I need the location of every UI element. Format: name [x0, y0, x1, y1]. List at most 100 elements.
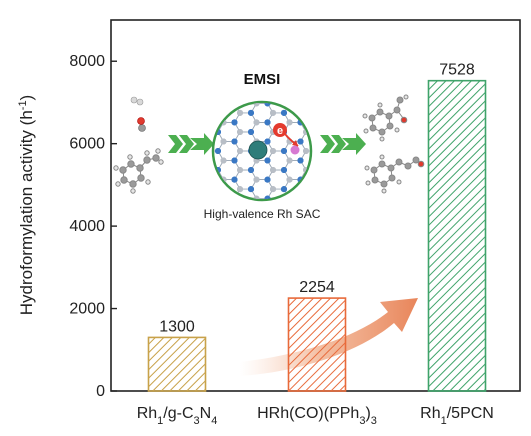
lattice-atom [232, 43, 238, 49]
lattice-atom [171, 205, 177, 211]
lattice-atom [221, 62, 227, 68]
lattice-atom [182, 53, 188, 59]
lattice-atom [199, 253, 205, 259]
lattice-atom [347, 129, 353, 135]
lattice-atom [303, 53, 309, 59]
bar-3 [427, 79, 487, 392]
lattice-atom [188, 158, 194, 164]
lattice-atom [298, 253, 304, 259]
lattice-atom [188, 119, 194, 125]
x-axis: Rh1/g-C3N4 HRh(CO)(PPh3)3 Rh1/5PCN [137, 405, 494, 427]
lattice-cell [284, 27, 306, 46]
lattice-atom [347, 110, 353, 116]
lattice-atom [353, 43, 359, 49]
lattice-atom [188, 100, 194, 106]
lattice-atom [221, 272, 227, 278]
lattice-atom [347, 91, 353, 97]
lattice-atom [221, 234, 227, 240]
lattice-cell [169, 227, 191, 246]
lattice-atom [336, 243, 342, 249]
lattice-atom [298, 43, 304, 49]
lattice-atom [265, 43, 271, 49]
lattice-atom [314, 129, 320, 135]
lattice-atom [166, 100, 172, 106]
lattice-cell [334, 75, 356, 94]
lattice-cell [334, 170, 356, 189]
lattice-atom [353, 196, 359, 202]
x-tick-label-1: Rh1/g-C3N4 [137, 405, 218, 427]
lattice-atom [232, 81, 238, 87]
lattice-cell [185, 161, 207, 180]
lattice-atom [265, 24, 271, 30]
lattice-atom [298, 43, 304, 49]
lattice-atom [298, 62, 304, 68]
lattice-atom [297, 195, 304, 199]
lattice-atom [231, 119, 238, 126]
lattice-atom [204, 110, 210, 116]
lattice-atom [221, 62, 227, 68]
lattice-cell [152, 256, 174, 275]
lattice-atom [281, 91, 287, 97]
lattice-atom [199, 234, 205, 240]
lattice-atom [281, 243, 287, 249]
lattice-atom [303, 243, 309, 249]
lattice-atom [182, 72, 188, 78]
lattice-atom [215, 224, 221, 230]
lattice-cell [350, 27, 372, 46]
lattice-atom [171, 167, 177, 173]
lattice-atom [303, 147, 309, 154]
lattice-atom [303, 91, 309, 97]
lattice-atom [347, 91, 353, 97]
lattice-atom [364, 24, 370, 30]
lattice-cell [169, 37, 191, 56]
lattice-cell [301, 37, 323, 56]
lattice-atom [182, 262, 188, 268]
lattice-cell [301, 227, 323, 246]
lattice-atom [287, 81, 293, 87]
lattice-atom [221, 234, 227, 240]
lattice-atom [155, 100, 161, 106]
lattice-atom [220, 195, 227, 199]
lattice-atom [336, 167, 342, 173]
lattice-cell [218, 256, 240, 275]
lattice-atom [248, 53, 254, 59]
lattice-atom [171, 262, 177, 268]
lattice-atom [281, 243, 287, 249]
lattice-atom [314, 167, 320, 173]
lattice-atom [347, 34, 353, 40]
lattice-atom [166, 100, 172, 106]
lattice-atom [364, 272, 370, 278]
lattice-atom [264, 103, 271, 107]
lattice-atom [204, 224, 210, 230]
lattice-atom [199, 272, 205, 278]
lattice-atom [331, 24, 337, 30]
lattice-atom [188, 62, 194, 68]
lattice-atom [221, 43, 227, 49]
lattice-atom [264, 119, 271, 126]
lattice-atom [182, 34, 188, 40]
lattice-atom [232, 234, 238, 240]
lattice-atom [353, 215, 359, 221]
lattice-atom [303, 72, 309, 78]
lattice-atom [199, 253, 205, 259]
lattice-atom [182, 129, 188, 135]
lattice-atom [287, 81, 293, 87]
lattice-atom [320, 62, 326, 68]
lattice-atom [204, 53, 210, 59]
lattice-atom [220, 138, 227, 145]
lattice-atom [347, 53, 353, 59]
lattice-cell [169, 170, 191, 189]
lattice-atom [215, 243, 221, 249]
lattice-atom [182, 243, 188, 249]
lattice-atom [297, 103, 304, 107]
lattice-atom [364, 234, 370, 240]
lattice-atom [364, 81, 370, 87]
lattice-atom [182, 205, 188, 211]
lattice-atom [347, 34, 353, 40]
lattice-atom [215, 281, 221, 287]
y-axis-title-end: ) [17, 95, 36, 101]
lattice-atom [254, 234, 260, 240]
lattice-atom [231, 103, 238, 107]
lattice-atom [232, 24, 238, 30]
lattice-atom [188, 81, 194, 87]
